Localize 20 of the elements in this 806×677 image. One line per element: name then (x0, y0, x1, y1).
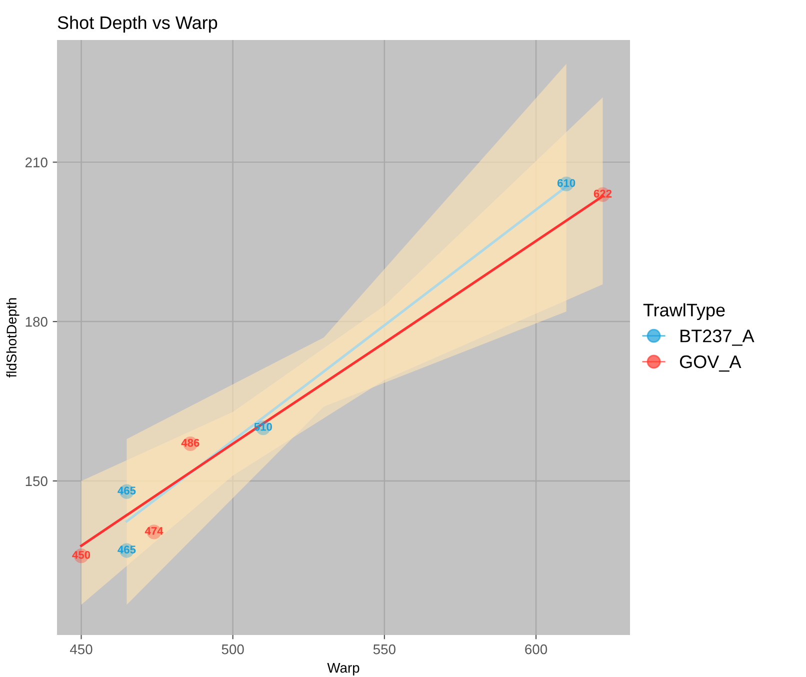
legend-title: TrawlType (643, 303, 725, 320)
x-tick-label: 600 (525, 644, 548, 654)
x-tick-label: 550 (373, 644, 396, 654)
y-tick-label: 210 (26, 158, 48, 168)
annotation: 486 (181, 438, 200, 447)
annotation: 465 (118, 486, 136, 495)
x-tick-label: 450 (70, 644, 92, 654)
annotation: 622 (594, 190, 612, 198)
annotation: 465 (118, 546, 136, 554)
annotation: 450 (72, 550, 90, 559)
legend-label: BT237_A (680, 330, 754, 346)
annotation: 474 (144, 527, 164, 535)
x-tick-label: 500 (222, 644, 244, 654)
y-tick-label: 180 (26, 316, 48, 327)
y-axis-title: fldShotDepth (6, 298, 20, 378)
y-tick-label: 150 (26, 476, 48, 486)
annotation: 610 (557, 179, 576, 187)
chart-title: Shot Depth vs Warp (58, 16, 218, 33)
x-axis-title: Warp (327, 663, 360, 676)
legend-label: GOV_A (680, 355, 742, 372)
